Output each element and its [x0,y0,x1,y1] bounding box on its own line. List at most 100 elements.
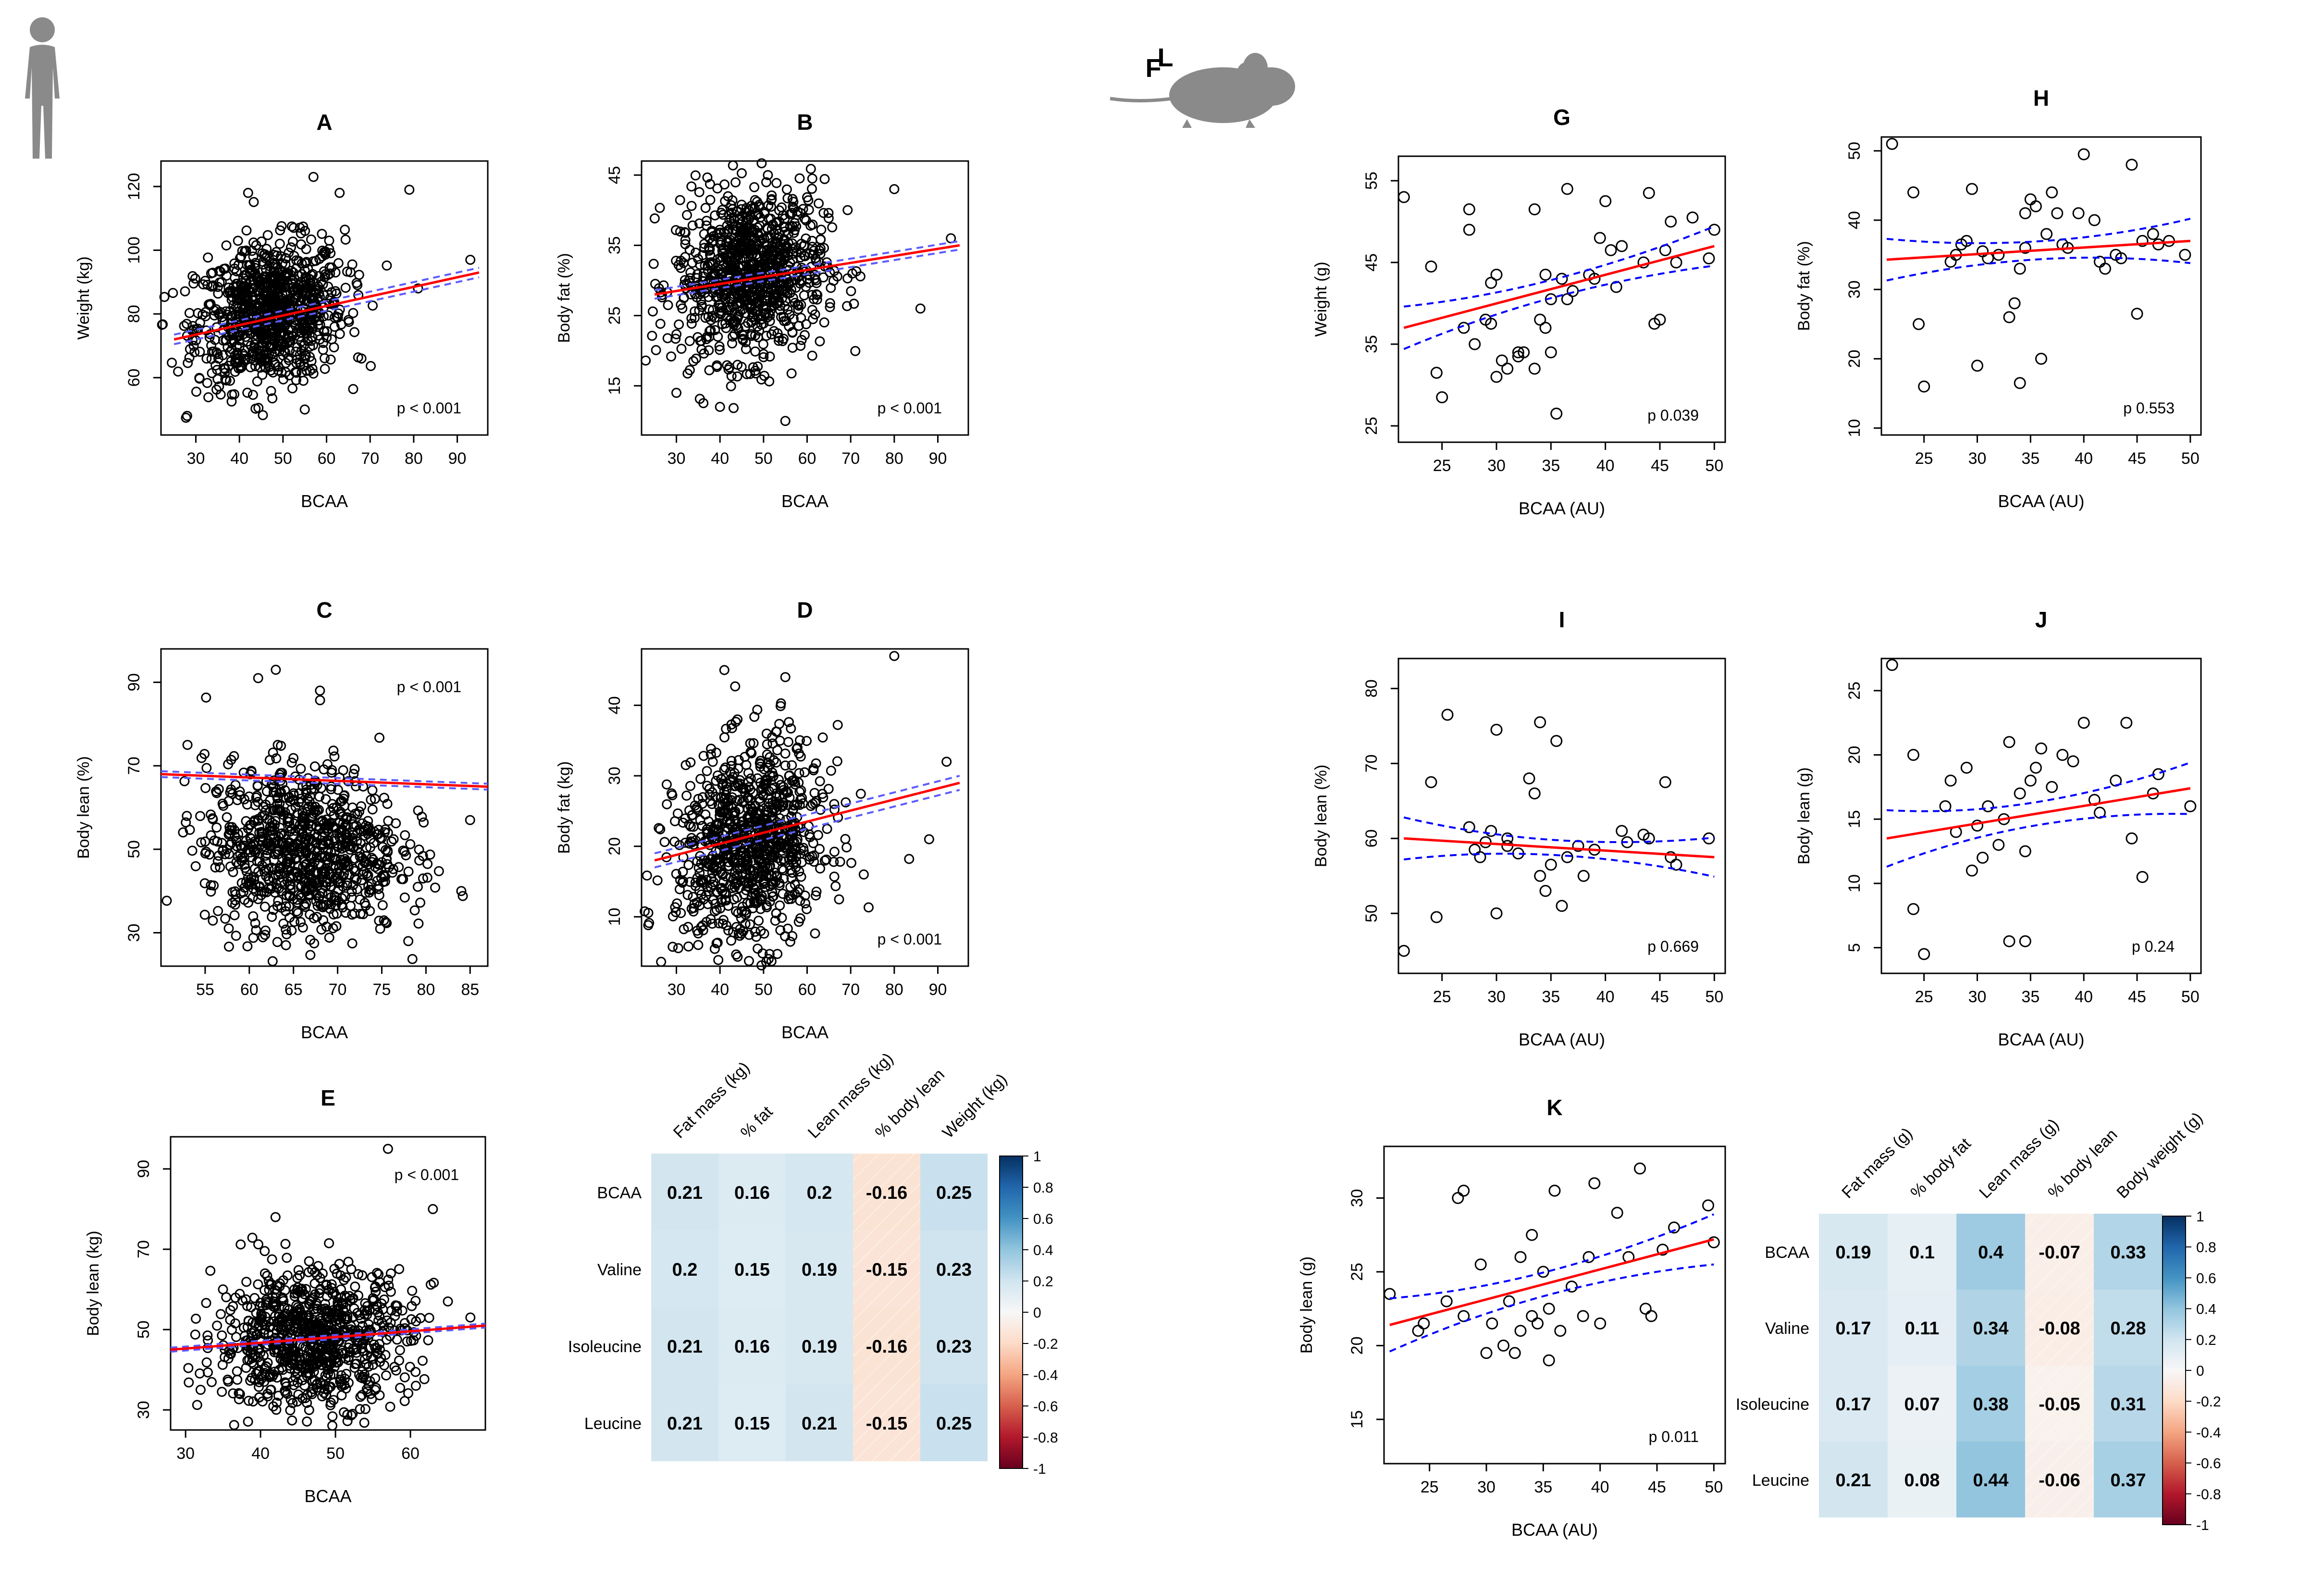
data-point [297,816,308,826]
data-point [808,838,818,848]
data-point [682,210,692,220]
x-tick-label: 70 [841,981,860,999]
data-point [322,1350,332,1360]
data-point [726,935,736,946]
data-point [257,296,268,306]
data-point [267,393,278,404]
data-point [331,921,342,932]
data-point [316,783,326,794]
data-point [200,848,210,858]
x-tick-label: 60 [401,1444,420,1463]
data-point [684,365,695,375]
x-axis-label: BCAA (AU) [1519,498,1605,518]
data-point [745,259,755,269]
data-point [675,195,685,205]
data-point [2099,262,2111,275]
data-point [419,817,429,828]
data-point [314,254,325,264]
data-point [666,351,677,362]
data-point [785,258,795,268]
data-point [306,1387,317,1397]
data-point [724,818,735,829]
data-point [241,225,252,236]
data-point [378,877,388,887]
data-point [732,371,742,382]
x-tick-label: 25 [1915,449,1933,468]
data-point [234,1388,244,1398]
data-point [235,786,245,796]
data-point [262,1389,273,1399]
y-tick-label: 40 [606,696,624,714]
data-point [774,216,784,227]
data-point [742,203,752,213]
data-point [347,259,358,270]
data-point [767,738,778,749]
data-point [372,1268,382,1278]
data-point [1599,195,1612,207]
data-point [380,1282,390,1293]
x-axis-label: BCAA [781,1022,828,1042]
data-point [279,346,289,356]
data-point [792,742,803,753]
data-point [779,239,790,249]
regression-line [173,271,480,341]
data-point [1907,903,1919,915]
data-point [323,281,334,292]
y-axis-label: Body lean (kg) [84,1231,102,1336]
y-tick-label: 50 [135,1320,153,1339]
data-point [715,345,725,355]
data-point [260,930,271,940]
data-point [242,387,253,398]
data-point [2147,228,2159,240]
data-point [241,1277,252,1287]
data-point [818,208,829,218]
data-point [1886,659,1898,671]
data-point [185,824,195,835]
data-point [316,924,327,935]
data-point [253,796,263,807]
data-point [249,863,260,874]
y-tick-label: 25 [606,307,624,325]
data-point [713,770,723,781]
data-point [272,340,282,350]
data-point [261,805,272,815]
data-point [790,889,800,899]
data-point [1397,945,1410,957]
data-point [904,854,915,864]
data-point [694,187,705,198]
data-point [718,877,729,887]
data-point [341,1272,351,1283]
data-point [723,925,734,936]
data-point [1654,313,1666,326]
x-tick-label: 30 [1477,1478,1496,1496]
data-point [805,163,816,174]
data-point [309,761,320,771]
data-point [794,786,805,797]
data-point [830,881,841,892]
data-point [281,1381,292,1392]
data-point [765,351,775,362]
data-point [286,758,297,768]
confidence-band-upper [654,240,960,291]
data-point [223,923,234,934]
data-point [1545,858,1557,871]
data-point [726,719,737,730]
data-point [772,328,783,338]
data-point [649,213,660,224]
data-point [784,717,794,727]
data-point [346,813,357,824]
data-point [257,1310,267,1321]
data-point [374,860,385,870]
data-point [705,179,715,189]
data-point [726,795,736,805]
data-point [815,844,825,854]
panel-title: J [2035,607,2048,632]
data-point [235,1389,245,1399]
data-point [179,321,189,331]
data-point [255,282,266,293]
data-point [774,336,784,346]
data-point [211,786,222,797]
data-point [777,802,787,812]
data-point [759,764,769,774]
